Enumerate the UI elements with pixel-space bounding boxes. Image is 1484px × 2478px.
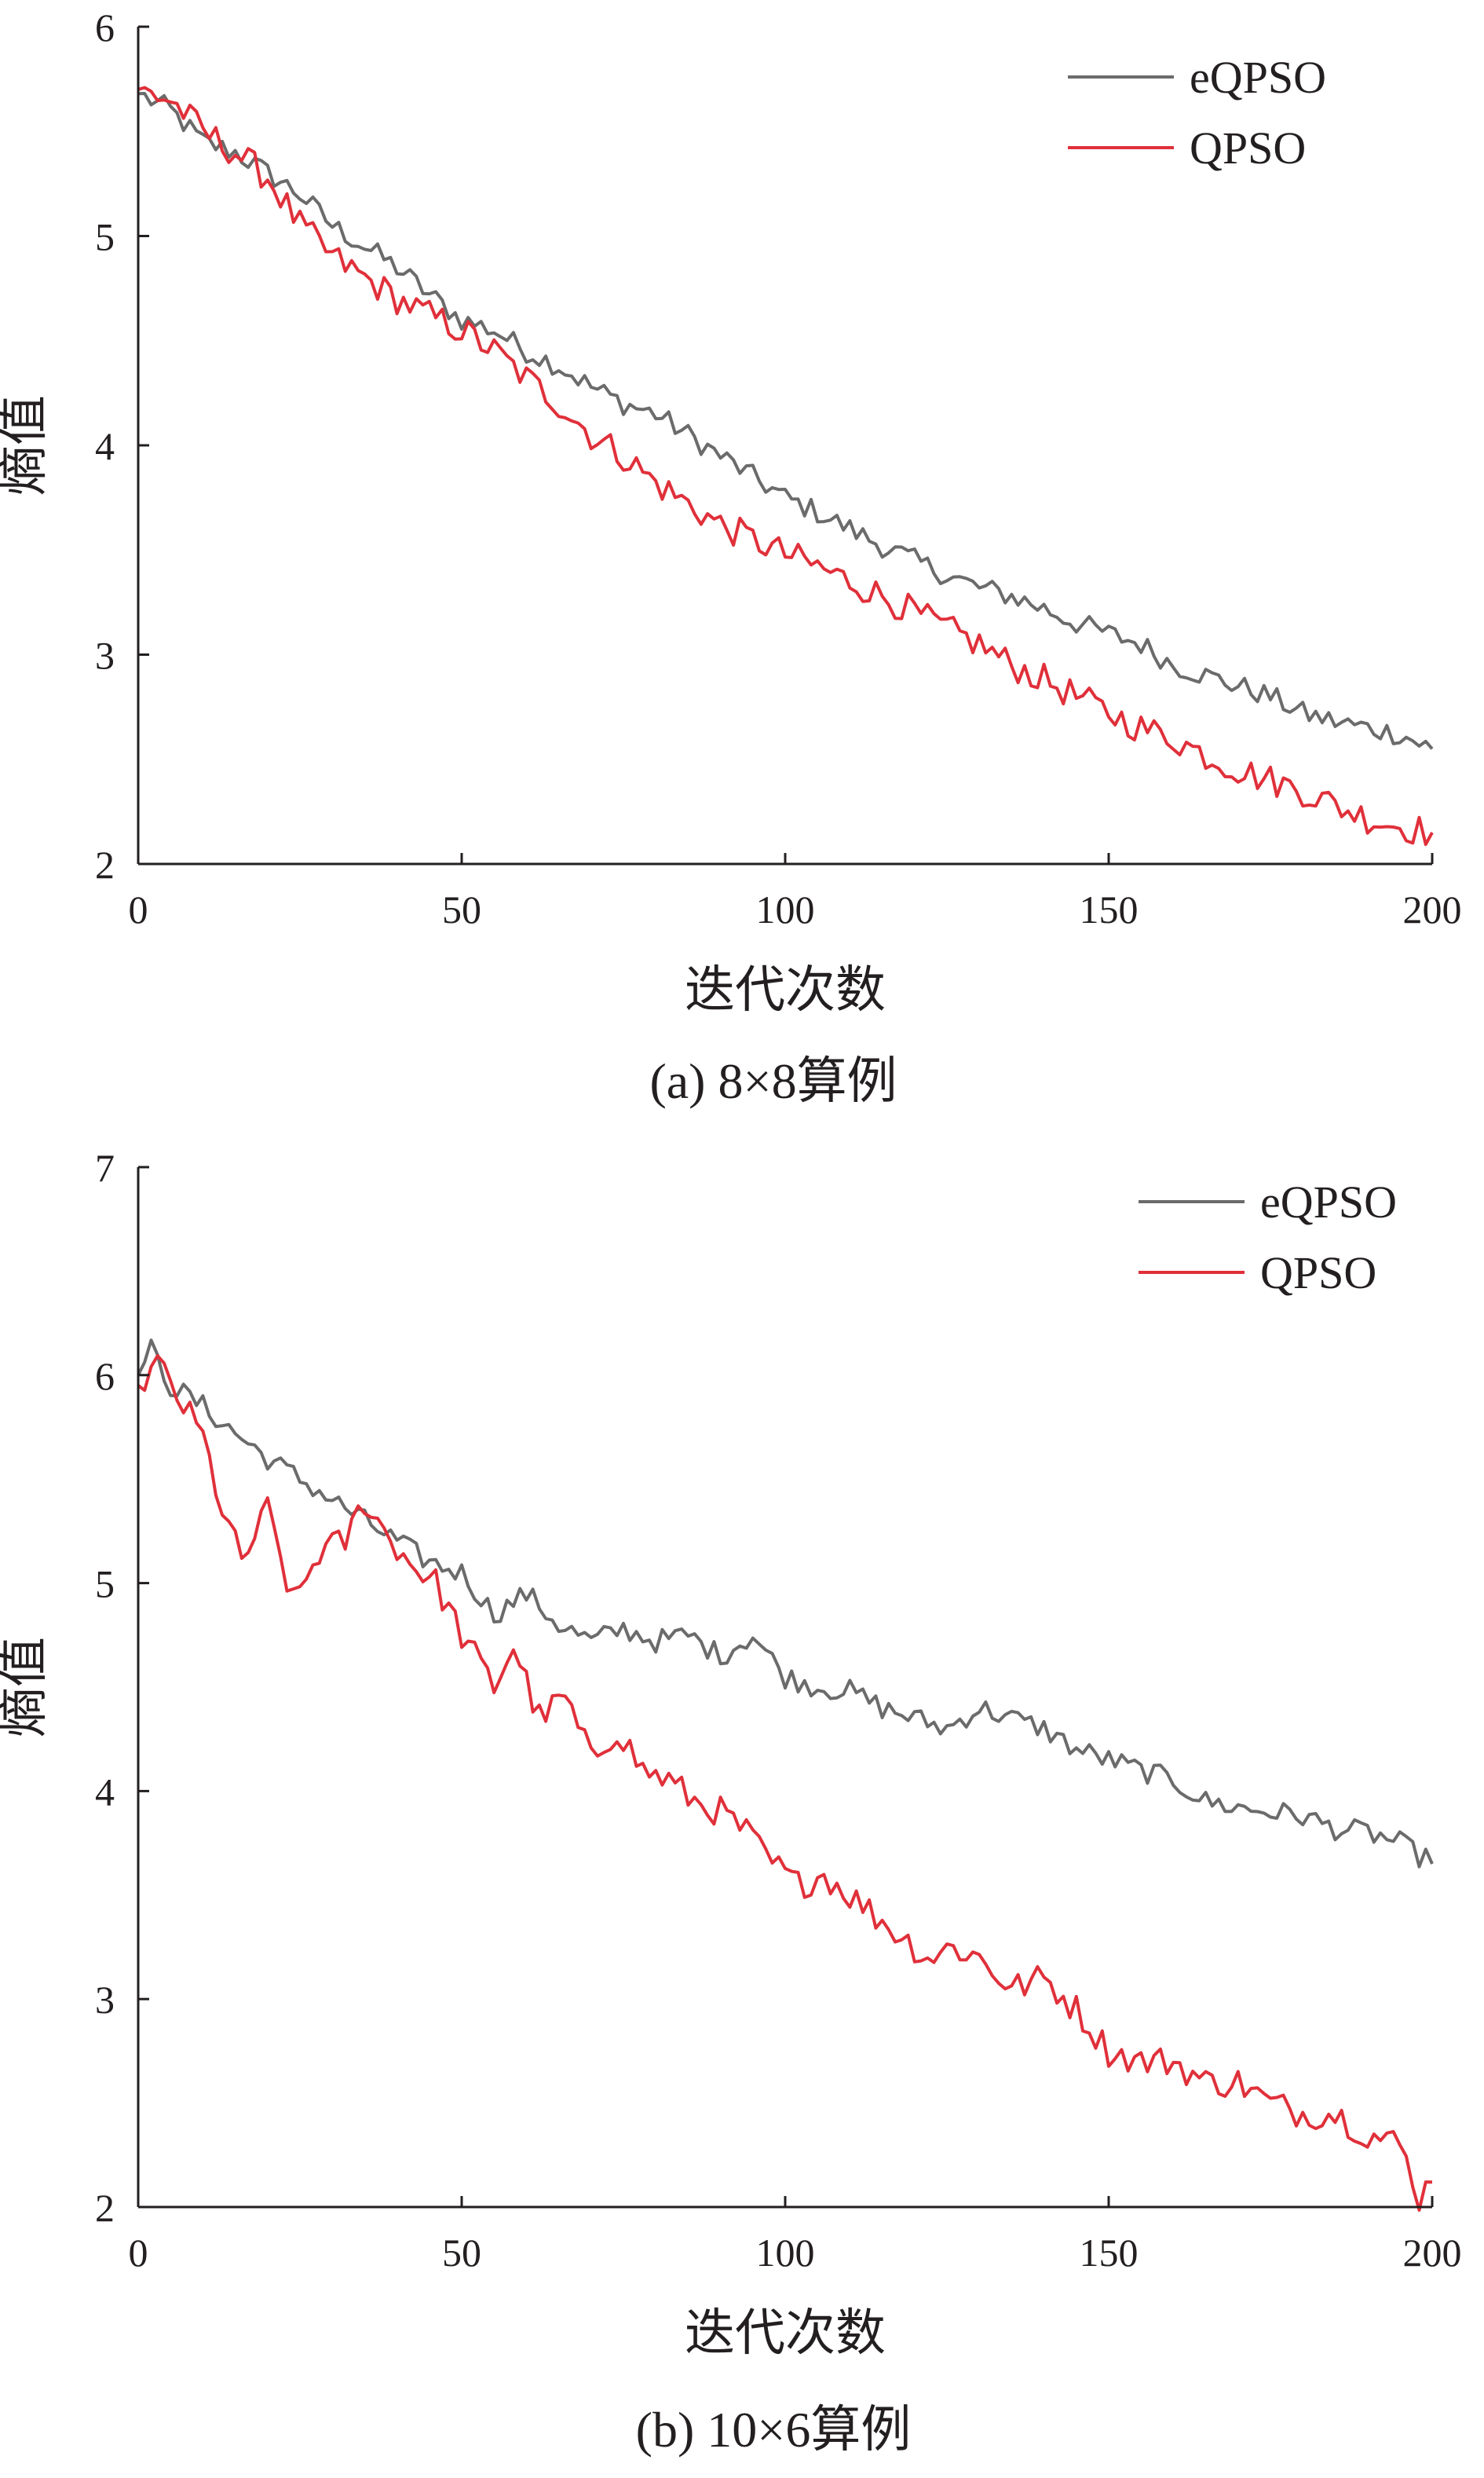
y-tick-label: 3 <box>95 634 115 678</box>
chart-b: 0 50 100 150 200 2 3 4 5 6 7 迭代次数 熵值 eQPSO QPSO (b) 10×… <box>0 1146 1462 2458</box>
x-tick-label: 150 <box>1080 2231 1139 2275</box>
x-tick-label: 100 <box>756 888 815 932</box>
y-tick-label: 5 <box>95 215 115 259</box>
legend-label-eqpso: eQPSO <box>1190 52 1326 103</box>
y-tick-label: 4 <box>95 424 115 468</box>
y-tick-label: 4 <box>95 1770 115 1814</box>
x-tick-label: 150 <box>1080 888 1139 932</box>
y-tick-label: 6 <box>95 5 115 49</box>
chart-caption: (a) 8×8算例 <box>649 1053 897 1109</box>
x-tick-label: 200 <box>1403 888 1462 932</box>
series-line-eqpso <box>137 1338 1434 1869</box>
series-line-eqpso <box>137 92 1434 750</box>
y-axis-title: 熵值 <box>0 395 52 496</box>
y-tick-label: 2 <box>95 843 115 887</box>
x-tick-label: 0 <box>129 888 148 932</box>
series-line-qpso <box>137 86 1434 847</box>
y-tick-label: 3 <box>95 1978 115 2022</box>
y-tick-label: 7 <box>95 1146 115 1190</box>
y-tick-label: 5 <box>95 1562 115 1606</box>
legend-label-qpso: QPSO <box>1190 123 1306 174</box>
y-tick-label: 2 <box>95 2186 115 2230</box>
x-axis-title: 迭代次数 <box>685 962 886 1018</box>
chart-caption: (b) 10×6算例 <box>636 2402 912 2458</box>
legend-label-qpso: QPSO <box>1260 1247 1376 1298</box>
x-axis-title: 迭代次数 <box>685 2305 886 2361</box>
x-tick-label: 100 <box>756 2231 815 2275</box>
x-tick-label: 50 <box>442 2231 481 2275</box>
x-tick-label: 50 <box>442 888 481 932</box>
x-tick-label: 200 <box>1403 2231 1462 2275</box>
x-tick-label: 0 <box>129 2231 148 2275</box>
legend-label-eqpso: eQPSO <box>1260 1177 1397 1228</box>
y-axis-title: 熵值 <box>0 1637 52 1737</box>
series-line-qpso <box>137 1354 1433 2212</box>
chart-a: 0 50 100 150 200 2 3 4 5 6 迭代次数 熵值 eQPSO QPSO (a) 8×8算… <box>0 5 1462 1109</box>
y-tick-label: 6 <box>95 1354 115 1398</box>
